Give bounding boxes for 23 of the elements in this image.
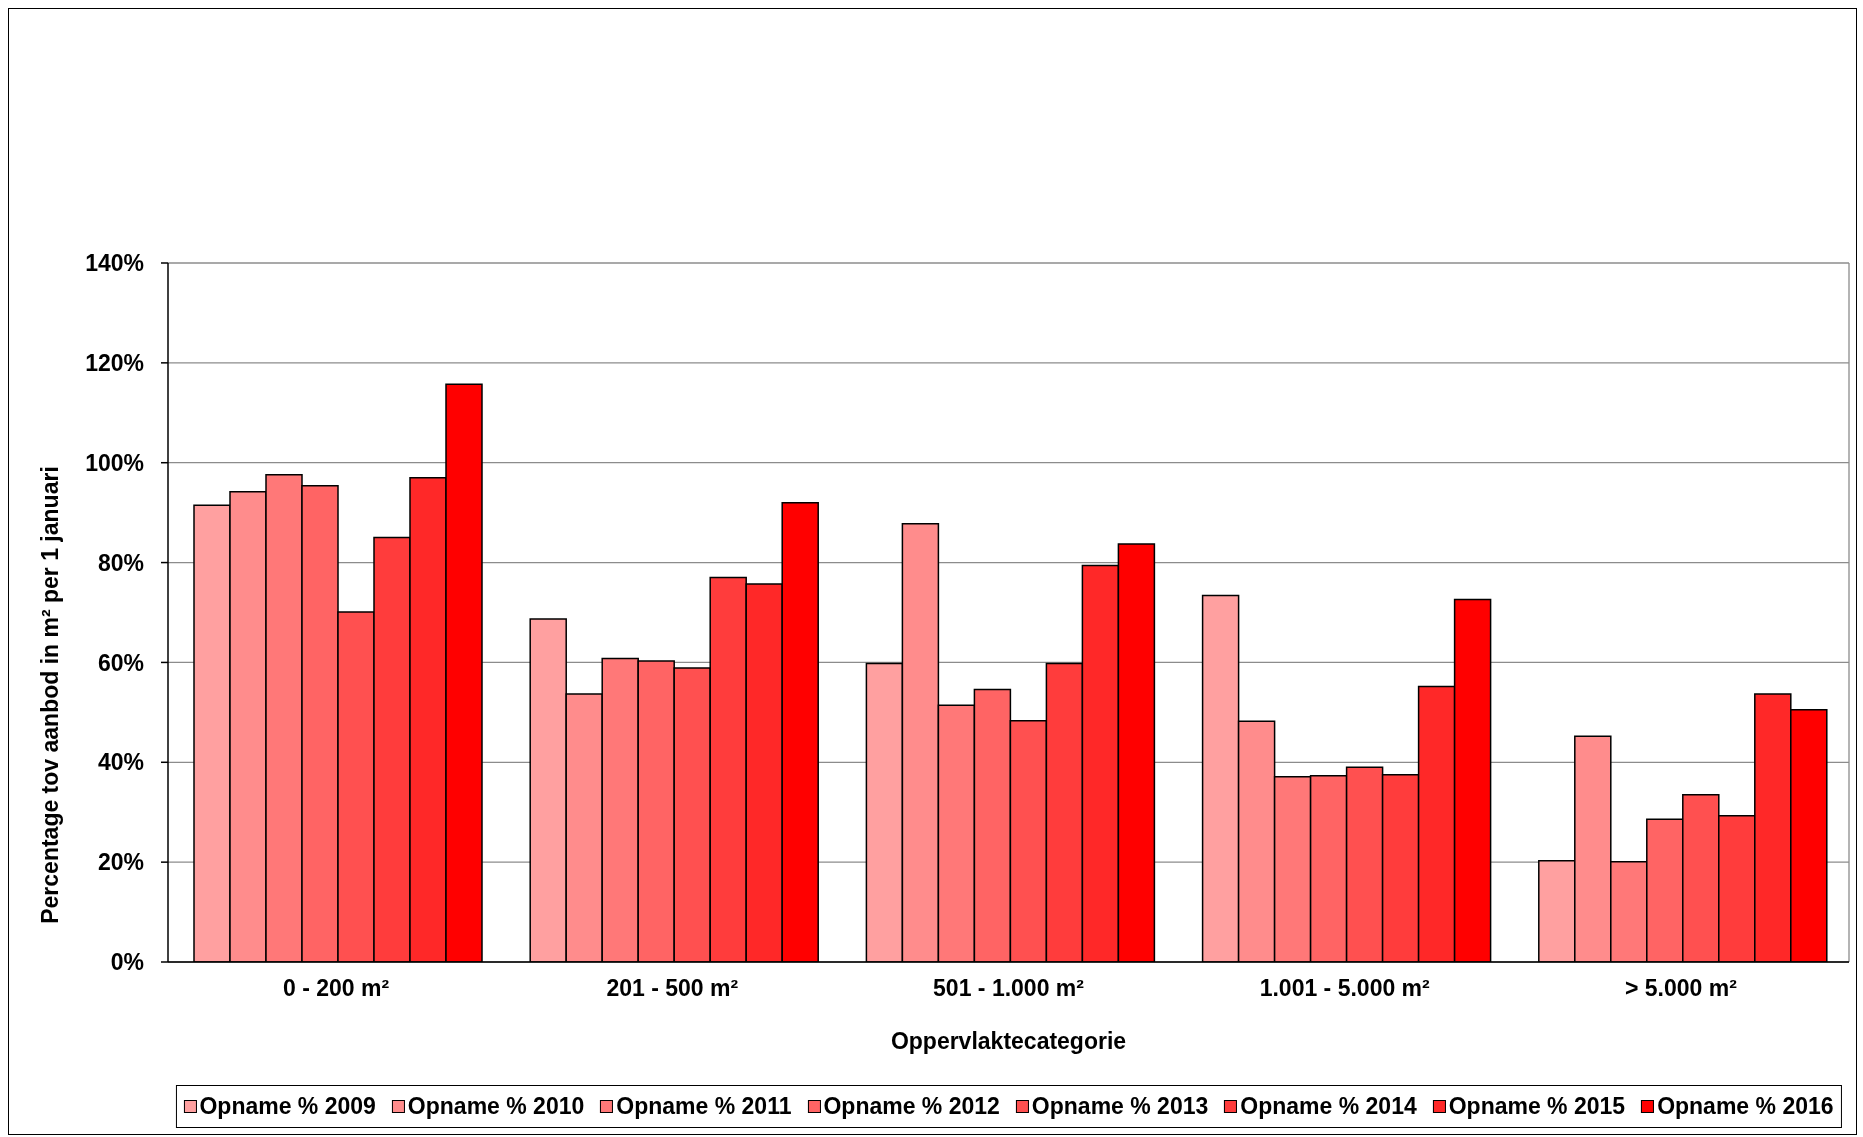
y-axis-title: Percentage tov aanbod in m² per 1 januari — [37, 466, 63, 924]
legend-label: Opname % 2015 — [1448, 1093, 1626, 1120]
y-tick-label: 80% — [97, 549, 144, 576]
y-tick-label: 120% — [85, 350, 144, 377]
x-tick-label: > 5.000 m² — [1624, 975, 1738, 1002]
x-axis-title: Oppervlaktecategorie — [890, 1028, 1127, 1054]
legend-label: Opname % 2010 — [407, 1093, 585, 1120]
y-tick-label: 40% — [97, 749, 144, 776]
legend-label: Opname % 2011 — [616, 1093, 792, 1120]
y-tick-label: 100% — [85, 449, 144, 476]
y-tick-label: 60% — [97, 649, 144, 676]
legend-label: Opname % 2014 — [1240, 1093, 1417, 1120]
x-tick-label: 1.001 - 5.000 m² — [1259, 975, 1431, 1002]
legend-label: Opname % 2013 — [1031, 1093, 1209, 1120]
y-tick-label: 140% — [85, 250, 144, 277]
y-tick-label: 20% — [97, 849, 144, 876]
x-tick-label: 0 - 200 m² — [283, 975, 390, 1002]
legend-label: Opname % 2009 — [199, 1093, 376, 1120]
x-tick-label: 201 - 500 m² — [606, 975, 739, 1002]
legend-label: Opname % 2016 — [1657, 1093, 1834, 1120]
legend-label: Opname % 2012 — [823, 1093, 1000, 1120]
y-tick-label: 0% — [110, 949, 144, 976]
x-tick-label: 501 - 1.000 m² — [933, 975, 1085, 1002]
